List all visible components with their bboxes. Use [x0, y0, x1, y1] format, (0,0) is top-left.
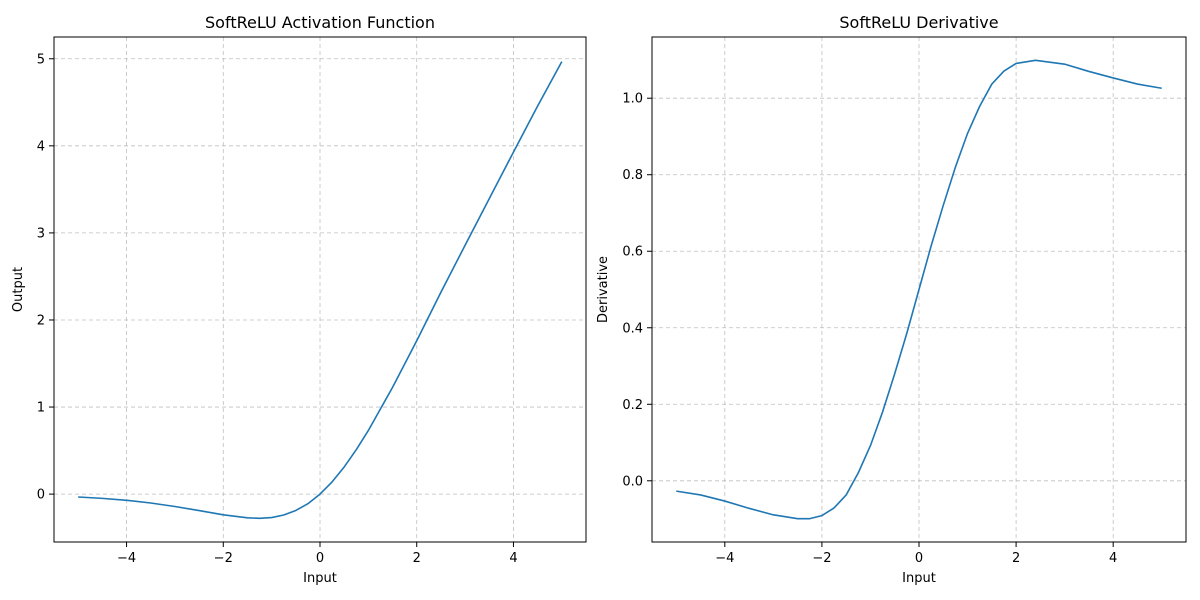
activation-x-tick-label-3: 2 — [413, 551, 421, 566]
derivative-y-tick-label-4: 0.8 — [622, 168, 643, 183]
activation-y-tick-label-5: 5 — [37, 52, 45, 67]
derivative-series-line-0 — [676, 59, 1162, 520]
activation-y-tick-label-4: 4 — [37, 139, 45, 154]
derivative-x-tick-label-2: 0 — [915, 551, 923, 566]
derivative-y-tick-label-3: 0.6 — [622, 245, 643, 260]
activation-y-tick-label-2: 2 — [37, 313, 45, 328]
activation-chart: −4 −2 0 2 4 0 1 2 3 4 5 SoftReLU Activation Functio… — [11, 13, 587, 586]
derivative-x-tick-label-4: 4 — [1109, 551, 1117, 566]
activation-y-axis-label: Output — [11, 267, 26, 312]
activation-y-tick-label-3: 3 — [37, 226, 45, 241]
activation-x-tick-label-4: 4 — [509, 551, 517, 566]
activation-x-axis-label: Input — [303, 571, 337, 586]
derivative-y-tick-label-1: 0.2 — [622, 398, 643, 413]
derivative-x-axis-label: Input — [902, 571, 936, 586]
activation-x-tick-label-2: 0 — [316, 551, 324, 566]
derivative-chart: −4 −2 0 2 4 0.0 0.2 0.4 0.6 0.8 1.0 SoftReLU Deriva… — [596, 13, 1187, 586]
activation-x-tick-label-0: −4 — [117, 551, 136, 566]
derivative-x-tick-label-0: −4 — [715, 551, 734, 566]
derivative-x-tick-label-3: 2 — [1012, 551, 1020, 566]
activation-series-line-0 — [78, 61, 563, 520]
activation-x-tick-label-1: −2 — [214, 551, 233, 566]
activation-chart-title: SoftReLU Activation Function — [205, 13, 435, 32]
activation-y-tick-label-1: 1 — [37, 401, 45, 416]
derivative-x-tick-label-1: −2 — [812, 551, 831, 566]
derivative-chart-title: SoftReLU Derivative — [839, 13, 998, 32]
derivative-y-tick-label-0: 0.0 — [622, 474, 643, 489]
derivative-y-axis-label: Derivative — [596, 256, 611, 323]
derivative-y-tick-label-5: 1.0 — [622, 92, 643, 107]
derivative-y-tick-label-2: 0.4 — [622, 321, 643, 336]
activation-y-tick-label-0: 0 — [37, 488, 45, 503]
